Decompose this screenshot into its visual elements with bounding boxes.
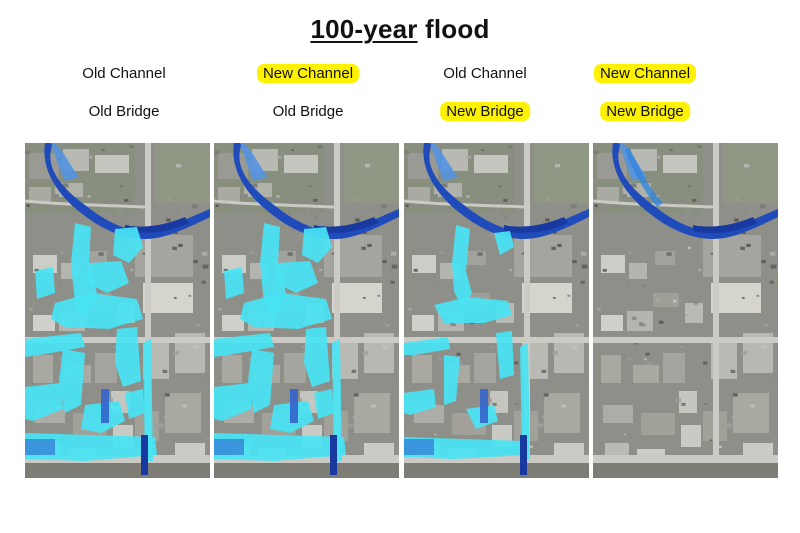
scenario-3-channel-label: Old Channel	[443, 65, 527, 82]
scenario-1-bridge-label: Old Bridge	[88, 103, 160, 120]
scenario-2-channel-label: New Channel	[256, 64, 360, 83]
scenario-2-bridge-label: Old Bridge	[272, 103, 344, 120]
flood-map-panel-4	[593, 143, 778, 478]
flood-map-panel-3	[404, 143, 589, 478]
page-title: 100-year flood	[0, 14, 800, 45]
flood-map-panel-1	[25, 143, 210, 478]
scenario-3-bridge-label: New Bridge	[440, 102, 530, 121]
scenario-1-channel-label: Old Channel	[82, 65, 166, 82]
flood-map-panel-2	[214, 143, 399, 478]
title-rest: flood	[417, 14, 490, 44]
scenario-4-bridge-label: New Bridge	[600, 102, 690, 121]
scenario-4-channel-label: New Channel	[593, 64, 697, 83]
title-underlined: 100-year	[310, 14, 418, 44]
